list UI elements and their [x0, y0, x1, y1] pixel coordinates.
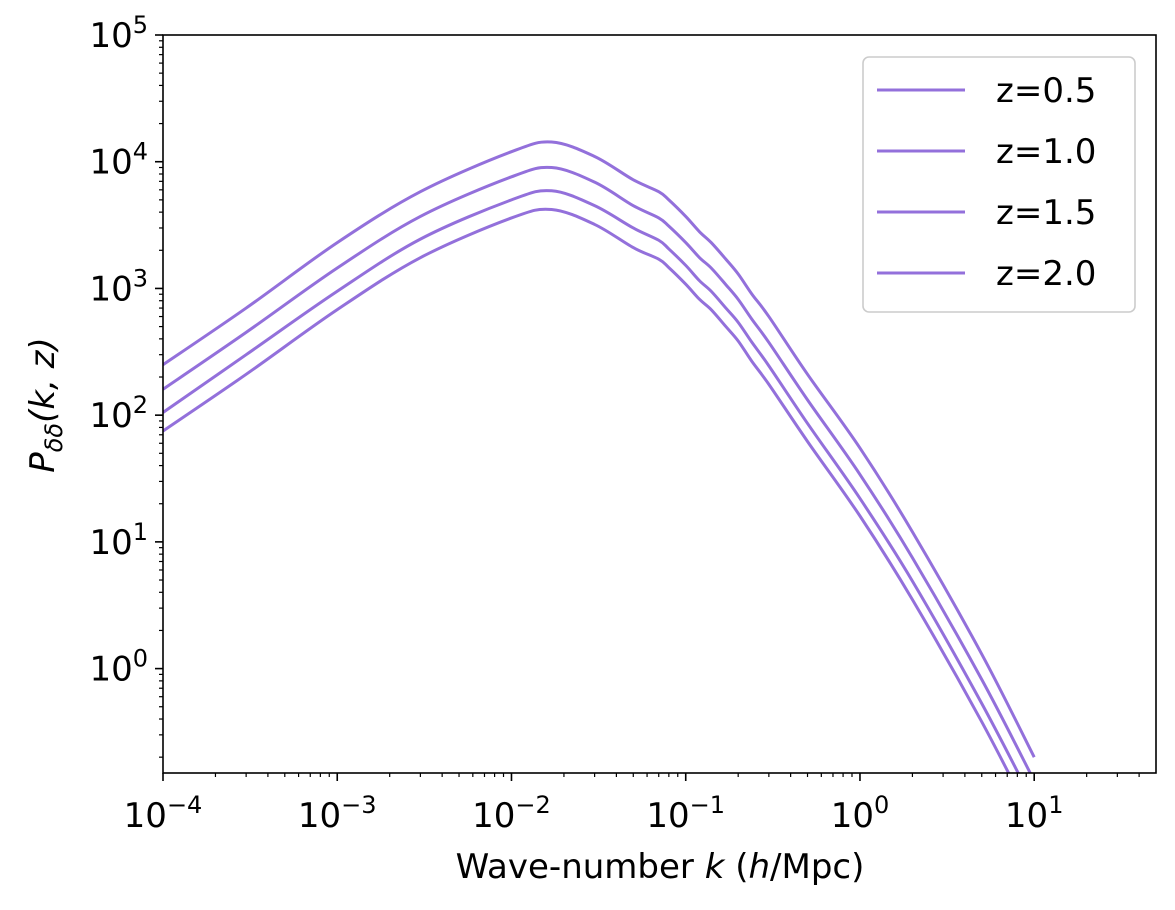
tick-exponent: 2 [133, 391, 148, 419]
tick-exponent: −3 [341, 791, 376, 819]
series-line-1 [163, 165, 1032, 773]
plot-frame [162, 34, 1157, 774]
tick-base: 10 [831, 796, 874, 836]
y-tick-label: 103 [89, 264, 148, 309]
legend-box [862, 56, 1136, 313]
x-axis-label-k: k [705, 847, 726, 887]
y-tick-label: 101 [89, 518, 148, 563]
tick-exponent: 3 [133, 264, 148, 292]
legend-label: z=0.5 [996, 71, 1096, 111]
y-tick-label: 102 [89, 391, 148, 436]
tick-exponent: 5 [133, 11, 148, 39]
x-tick-label: 101 [1005, 791, 1064, 836]
x-tick-label: 10−2 [472, 791, 551, 836]
x-axis-label-open: ( [724, 847, 748, 887]
series-line-2 [163, 189, 1020, 773]
tick-base: 10 [472, 796, 515, 836]
tick-exponent: −1 [690, 791, 725, 819]
x-tick-labels: 10−4 10−3 10−2 10−1 100 101 [124, 791, 1064, 836]
tick-exponent: 1 [1048, 791, 1063, 819]
tick-base: 10 [89, 16, 132, 56]
tick-base: 10 [89, 396, 132, 436]
x-axis-label-h: h [748, 847, 770, 887]
y-axis-label-p: P [23, 452, 63, 473]
x-tick-label: 100 [831, 791, 890, 836]
y-axis-label-sub: δδ [40, 423, 68, 452]
x-tick-label: 10−1 [646, 791, 725, 836]
tick-exponent: −2 [515, 791, 550, 819]
tick-base: 10 [89, 523, 132, 563]
legend: z=0.5 z=1.0 z=1.5 z=2.0 [862, 56, 1136, 313]
tick-base: 10 [298, 796, 341, 836]
x-axis-label-post: /Mpc) [770, 847, 864, 887]
tick-exponent: 1 [133, 518, 148, 546]
series-line-0 [163, 140, 1036, 758]
major-ticks [155, 34, 1036, 781]
series-line-3 [163, 207, 1011, 773]
x-tick-label: 10−4 [124, 791, 203, 836]
tick-base: 10 [646, 796, 689, 836]
y-axis-label: Pδδ(k, z) [23, 337, 68, 473]
legend-label: z=1.5 [996, 193, 1096, 233]
legend-label: z=2.0 [996, 254, 1096, 294]
x-axis-label: Wave-number k (h/Mpc) [456, 847, 865, 887]
tick-exponent: 4 [133, 138, 148, 166]
tick-exponent: 0 [874, 791, 889, 819]
tick-exponent: −4 [167, 791, 202, 819]
x-axis-label-pre: Wave-number [456, 847, 705, 887]
y-tick-label: 104 [89, 138, 148, 183]
x-tick-label: 10−3 [298, 791, 377, 836]
y-tick-label: 100 [89, 645, 148, 690]
y-axis-label-args: (k, z) [23, 337, 63, 423]
tick-base: 10 [89, 143, 132, 183]
series-lines [163, 140, 1036, 773]
legend-label: z=1.0 [996, 132, 1096, 172]
tick-base: 10 [124, 796, 167, 836]
tick-base: 10 [89, 269, 132, 309]
tick-base: 10 [89, 650, 132, 690]
tick-exponent: 0 [133, 645, 148, 673]
tick-base: 10 [1005, 796, 1048, 836]
y-tick-label: 105 [89, 11, 148, 56]
